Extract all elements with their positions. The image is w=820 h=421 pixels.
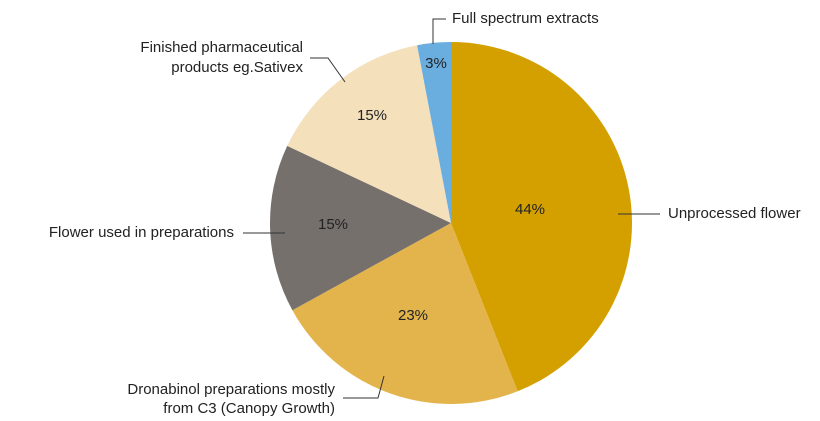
value-label: 3% bbox=[425, 55, 447, 72]
slice-label: Unprocessed flower bbox=[668, 205, 801, 222]
slice-label: Finished pharmaceutical products eg.Sativ… bbox=[140, 39, 303, 76]
slice-label-line: Full spectrum extracts bbox=[452, 10, 599, 27]
slice-label-line: Dronabinol preparations mostly bbox=[127, 381, 335, 398]
slice-label-line: Flower used in preparations bbox=[49, 224, 234, 241]
pie-slice bbox=[287, 45, 451, 223]
pie-slice bbox=[292, 223, 518, 405]
value-label: 15% bbox=[318, 216, 348, 233]
slice-label: Flower used in preparations bbox=[49, 224, 234, 241]
slice-label-line: from C3 (Canopy Growth) bbox=[163, 400, 335, 417]
slice-label-line: products eg.Sativex bbox=[171, 59, 303, 76]
leader-line bbox=[310, 57, 346, 83]
pie-slice bbox=[270, 145, 451, 311]
value-label: 23% bbox=[398, 307, 428, 324]
value-label: 44% bbox=[515, 201, 545, 218]
leader-line bbox=[343, 375, 385, 399]
slice-label-line: Unprocessed flower bbox=[668, 205, 801, 222]
slice-label-line: Finished pharmaceutical bbox=[140, 39, 303, 56]
slice-label: Dronabinol preparations mostly from C3 (C… bbox=[127, 381, 335, 417]
pie-slice bbox=[417, 42, 451, 223]
pie-slice bbox=[451, 41, 633, 392]
slice-label: Full spectrum extracts bbox=[452, 10, 599, 27]
value-label: 15% bbox=[357, 107, 387, 124]
leader-line bbox=[432, 18, 446, 44]
